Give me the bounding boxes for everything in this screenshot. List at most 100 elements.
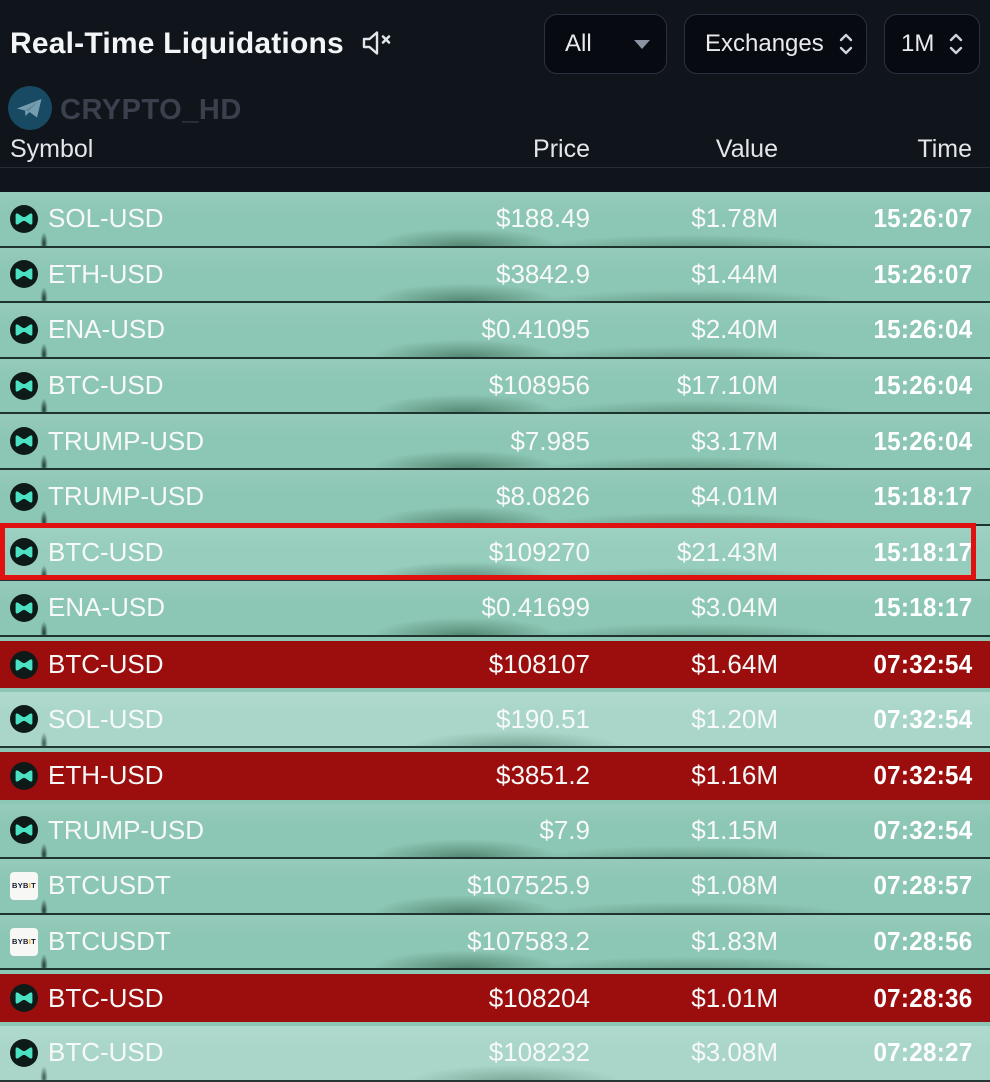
table-row[interactable]: SOL-USD $190.51 $1.20M 07:32:54 xyxy=(0,692,990,748)
symbol-cell: BTC-USD xyxy=(10,537,430,568)
time-cell: 15:26:04 xyxy=(872,370,972,401)
column-header-time: Time xyxy=(917,135,972,163)
hyperliquid-exchange-icon xyxy=(10,260,38,289)
symbol-label: ENA-USD xyxy=(48,592,166,623)
hyperliquid-exchange-icon xyxy=(10,816,38,845)
price-cell: $7.985 xyxy=(510,425,590,456)
table-row[interactable]: BTC-USD $108232 $3.08M 07:28:27 xyxy=(0,1025,990,1082)
symbol-cell: TRUMP-USD xyxy=(10,481,430,512)
price-cell: $3851.2 xyxy=(496,760,590,791)
asset-filter-dropdown[interactable]: All xyxy=(544,14,667,74)
symbol-cell: SOL-USD xyxy=(10,203,430,234)
hyperliquid-exchange-icon xyxy=(10,315,38,344)
value-cell: $1.83M xyxy=(691,926,778,957)
value-cell: $1.64M xyxy=(691,649,778,680)
liquidations-table: SOL-USD $188.49 $1.78M 15:26:07 ETH-USD … xyxy=(0,192,990,1082)
value-cell: $1.16M xyxy=(691,760,778,791)
symbol-label: SOL-USD xyxy=(48,703,164,734)
hyperliquid-exchange-icon xyxy=(10,705,38,734)
value-cell: $1.01M xyxy=(691,982,778,1013)
table-row[interactable]: ETH-USD $3851.2 $1.16M 07:32:54 xyxy=(0,747,990,804)
hyperliquid-exchange-icon xyxy=(10,482,38,511)
table-row[interactable]: BTC-USD $109270 $21.43M 15:18:17 xyxy=(0,522,990,582)
table-row[interactable]: BYB I T BTCUSDT $107583.2 $1.83M 07:28:56 xyxy=(0,914,990,971)
symbol-label: TRUMP-USD xyxy=(48,814,204,845)
price-cell: $0.41699 xyxy=(481,592,590,623)
mute-toggle-button[interactable] xyxy=(358,27,394,61)
value-cell: $1.08M xyxy=(691,870,778,901)
time-cell: 07:28:57 xyxy=(872,870,972,901)
time-cell: 15:18:17 xyxy=(872,592,972,623)
hyperliquid-exchange-icon xyxy=(10,761,38,790)
time-cell: 07:32:54 xyxy=(872,814,972,845)
exchange-filter-label: Exchanges xyxy=(705,30,824,57)
symbol-cell: BTC-USD xyxy=(10,983,430,1014)
price-cell: $109270 xyxy=(488,536,590,567)
symbol-cell: BTC-USD xyxy=(10,649,430,680)
table-row[interactable]: TRUMP-USD $8.0826 $4.01M 15:18:17 xyxy=(0,469,990,526)
price-cell: $107525.9 xyxy=(467,870,590,901)
value-cell: $4.01M xyxy=(691,481,778,512)
table-row[interactable]: SOL-USD $188.49 $1.78M 15:26:07 xyxy=(0,192,990,248)
hyperliquid-exchange-icon xyxy=(10,650,38,679)
symbol-label: ETH-USD xyxy=(48,258,164,289)
min-value-filter-dropdown[interactable]: 1M xyxy=(884,14,980,74)
price-cell: $188.49 xyxy=(496,203,590,234)
hyperliquid-exchange-icon xyxy=(10,593,38,622)
page-title: Real-Time Liquidations xyxy=(10,27,344,60)
symbol-label: BTCUSDT xyxy=(48,926,171,957)
exchange-filter-dropdown[interactable]: Exchanges xyxy=(684,14,867,74)
time-cell: 15:18:17 xyxy=(872,536,972,567)
symbol-cell: SOL-USD xyxy=(10,704,430,735)
symbol-label: BTC-USD xyxy=(48,370,164,401)
value-cell: $2.40M xyxy=(691,314,778,345)
price-cell: $107583.2 xyxy=(467,926,590,957)
column-header-symbol: Symbol xyxy=(10,135,94,163)
table-row[interactable]: BTC-USD $108107 $1.64M 07:32:54 xyxy=(0,636,990,693)
table-row[interactable]: TRUMP-USD $7.9 $1.15M 07:32:54 xyxy=(0,803,990,860)
value-cell: $1.20M xyxy=(691,703,778,734)
asset-filter-label: All xyxy=(565,30,592,57)
value-cell: $1.44M xyxy=(691,258,778,289)
table-row[interactable]: BTC-USD $108956 $17.10M 15:26:04 xyxy=(0,358,990,415)
table-row[interactable]: ENA-USD $0.41095 $2.40M 15:26:04 xyxy=(0,303,990,359)
time-cell: 07:32:54 xyxy=(872,649,972,680)
table-column-headers: Symbol Price Value Time xyxy=(0,132,990,168)
price-cell: $108204 xyxy=(488,982,590,1013)
table-row[interactable]: BTC-USD $108204 $1.01M 07:28:36 xyxy=(0,970,990,1026)
column-header-price: Price xyxy=(533,135,590,163)
hyperliquid-exchange-icon xyxy=(10,984,38,1013)
symbol-cell: ENA-USD xyxy=(10,314,430,345)
hyperliquid-exchange-icon xyxy=(10,427,38,456)
filter-bar: All Exchanges 1M xyxy=(544,14,980,74)
symbol-label: TRUMP-USD xyxy=(48,425,204,456)
value-cell: $21.43M xyxy=(676,536,778,567)
symbol-label: BTC-USD xyxy=(48,1037,164,1068)
chevron-updown-icon xyxy=(948,31,964,57)
speaker-muted-icon xyxy=(359,27,393,62)
min-value-filter-label: 1M xyxy=(901,30,935,57)
symbol-cell: BTC-USD xyxy=(10,370,430,401)
value-cell: $1.78M xyxy=(691,203,778,234)
price-cell: $108107 xyxy=(488,649,590,680)
symbol-cell: ENA-USD xyxy=(10,592,430,623)
symbol-cell: ETH-USD xyxy=(10,760,430,791)
hyperliquid-exchange-icon xyxy=(10,1038,38,1067)
table-row[interactable]: TRUMP-USD $7.985 $3.17M 15:26:04 xyxy=(0,414,990,470)
table-row[interactable]: ENA-USD $0.41699 $3.04M 15:18:17 xyxy=(0,581,990,637)
symbol-cell: ETH-USD xyxy=(10,259,430,290)
bybit-exchange-icon: BYB I T xyxy=(10,927,38,956)
value-cell: $17.10M xyxy=(676,370,778,401)
symbol-cell: TRUMP-USD xyxy=(10,815,430,846)
symbol-label: BTC-USD xyxy=(48,536,164,567)
symbol-label: BTC-USD xyxy=(48,649,164,680)
watermark-text: CRYPTO_HD xyxy=(60,93,242,126)
time-cell: 07:28:36 xyxy=(872,982,972,1013)
value-cell: $3.17M xyxy=(691,425,778,456)
price-cell: $108232 xyxy=(488,1037,590,1068)
table-row[interactable]: BYB I T BTCUSDT $107525.9 $1.08M 07:28:57 xyxy=(0,859,990,915)
table-row[interactable]: ETH-USD $3842.9 $1.44M 15:26:07 xyxy=(0,247,990,304)
time-cell: 15:26:07 xyxy=(872,203,972,234)
symbol-label: BTC-USD xyxy=(48,982,164,1013)
time-cell: 15:26:04 xyxy=(872,314,972,345)
